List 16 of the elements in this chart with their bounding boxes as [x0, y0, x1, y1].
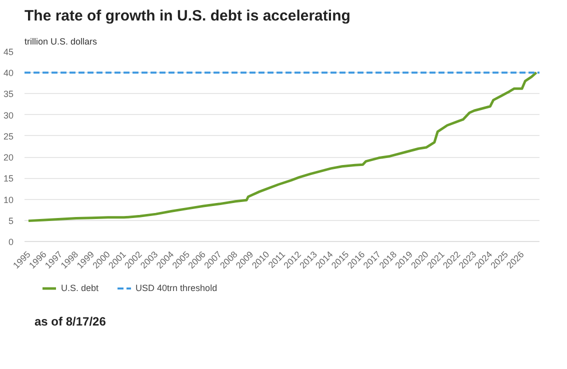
- text: as of 8/17/26: [34, 314, 106, 328]
- y-tick-label: 10: [3, 194, 14, 205]
- legend-label: U.S. debt: [61, 283, 99, 293]
- y-tick-label: 35: [3, 89, 14, 100]
- y-tick-label: 40: [3, 68, 14, 78]
- line-series: [27, 71, 538, 222]
- chart-title: The rate of growth in U.S. debt is accelerating: [24, 8, 350, 24]
- legend-label: USD 40trn threshold: [136, 283, 218, 293]
- y-tick-label: 0: [8, 237, 14, 247]
- y-tick-label: 5: [8, 216, 14, 226]
- y-tick-label: 15: [3, 174, 14, 184]
- y-tick-label: 25: [3, 131, 14, 142]
- y-tick-label: 20: [3, 152, 14, 163]
- y-tick-label: 45: [3, 47, 14, 57]
- y-axis-title: trillion U.S. dollars: [24, 36, 98, 46]
- y-tick-label: 30: [3, 110, 14, 120]
